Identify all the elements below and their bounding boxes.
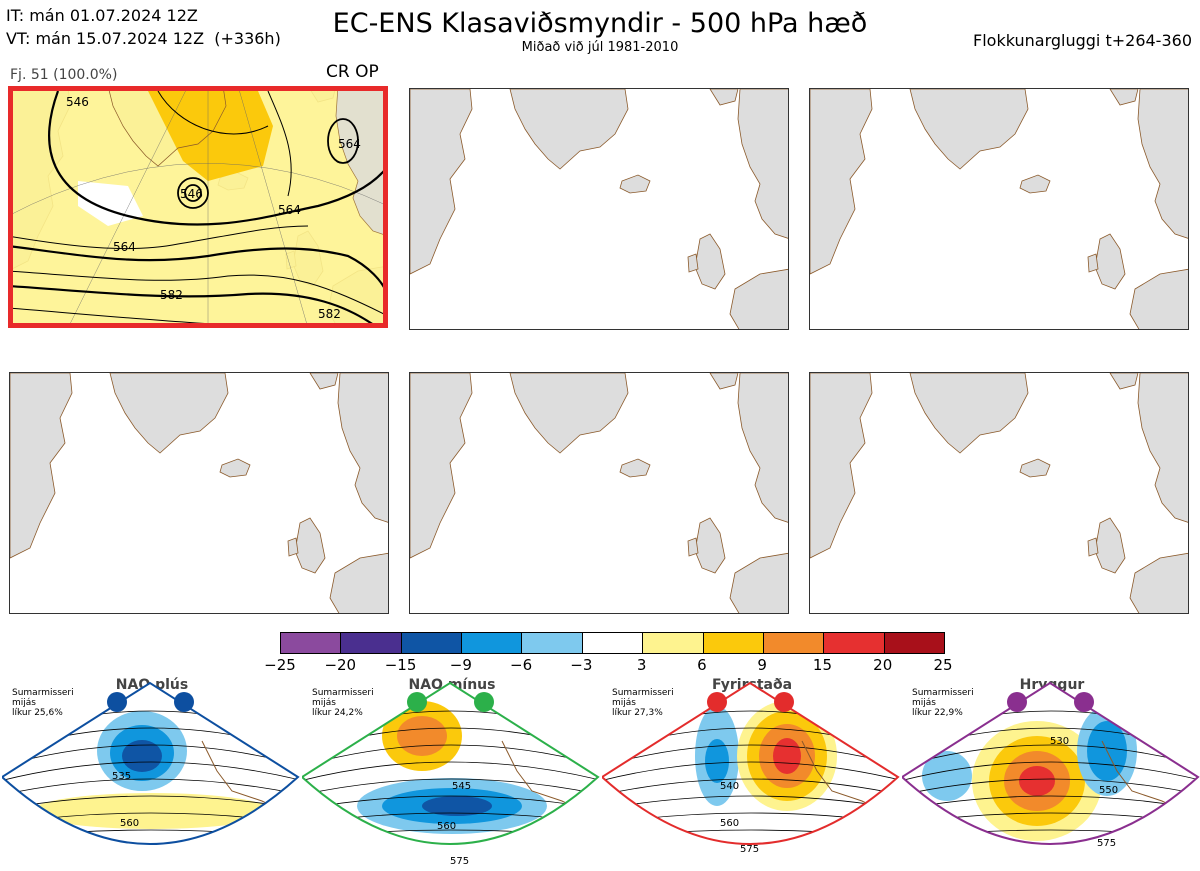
colorbar-tick-label: −15 <box>384 656 417 674</box>
regime-map: 530 550 575 <box>902 681 1200 856</box>
cluster-map-4[interactable] <box>9 372 389 614</box>
colorbar-swatch <box>341 633 402 653</box>
height-contour <box>302 847 602 853</box>
colorbar-tick-label: 15 <box>812 656 832 674</box>
height-contour <box>2 778 298 798</box>
colorbar-tick-label: 9 <box>757 656 767 674</box>
regime-marker-dot <box>474 692 494 712</box>
regime-contour-label: 550 <box>1099 785 1118 796</box>
contour-label: 564 <box>113 240 136 254</box>
cluster-map-3[interactable] <box>809 88 1189 330</box>
colorbar-tick-label: −25 <box>264 656 296 674</box>
regime-note: Sumarmisseri mijás líkur 22,9% <box>912 688 974 718</box>
regime-contour-label: 560 <box>437 821 456 832</box>
colorbar-tick-label: −3 <box>570 656 593 674</box>
height-contour <box>2 847 302 853</box>
anomaly-shade <box>422 796 492 816</box>
colorbar-tick-label: −6 <box>510 656 533 674</box>
regime-contour-label: 540 <box>720 781 739 792</box>
anomaly-shade <box>1019 766 1055 796</box>
colorbar <box>280 632 945 654</box>
height-contour <box>902 778 1198 798</box>
anomaly-shade <box>1017 846 1047 856</box>
regime-outline <box>902 681 1200 845</box>
colorbar-tick-label: 25 <box>933 656 953 674</box>
regime-outline <box>2 681 300 845</box>
regime-map: 535 560 <box>2 681 302 853</box>
height-contour <box>302 761 598 784</box>
anomaly-shade <box>705 739 729 783</box>
cluster-label: Fj. 51 (100.0%) <box>10 67 118 83</box>
regime-map: 545 560 575 <box>302 681 602 867</box>
regime-contour-label: 575 <box>740 844 759 855</box>
height-contour <box>902 761 1198 784</box>
height-contour <box>2 761 298 784</box>
cluster-map-1[interactable]: 546 546 564 564 564 582 582 <box>8 86 388 328</box>
colorbar-swatch <box>582 633 644 653</box>
height-contour <box>602 761 898 784</box>
cluster-map-6[interactable] <box>809 372 1189 614</box>
regime-map: 540 560 575 <box>602 681 900 855</box>
regime-marker-dot <box>1007 692 1027 712</box>
regime-outline <box>302 681 600 845</box>
regime-outline <box>602 681 900 845</box>
vt-line: VT: mán 15.07.2024 12Z (+336h) <box>6 29 281 48</box>
colorbar-swatch <box>281 633 342 653</box>
colorbar-tick-label: 3 <box>636 656 647 674</box>
it-line: IT: mán 01.07.2024 12Z <box>6 6 198 25</box>
regime-contour-label: 530 <box>1050 736 1069 747</box>
colorbar-swatch <box>522 633 583 653</box>
regime-contour-label: 560 <box>120 818 139 829</box>
height-contour <box>302 778 598 798</box>
colorbar-tick-label: −20 <box>324 656 357 674</box>
regime-marker-dot <box>1074 692 1094 712</box>
colorbar-tick-label: −9 <box>449 656 472 674</box>
colorbar-swatch <box>703 633 764 653</box>
regime-contour-label: 545 <box>452 781 471 792</box>
colorbar-tick-label: 20 <box>873 656 893 674</box>
regime-note: Sumarmisseri mijás líkur 27,3% <box>612 688 674 718</box>
page-title: EC-ENS Klasaviðsmyndir - 500 hPa hæð <box>332 8 868 39</box>
cluster-tag: CR OP <box>326 62 379 82</box>
header-lines: IT: mán 01.07.2024 12Z VT: mán 15.07.2024… <box>6 4 281 50</box>
contour-label: 582 <box>160 288 183 302</box>
colorbar-swatch <box>824 633 885 653</box>
colorbar-swatch <box>884 633 944 653</box>
anomaly-shade <box>122 740 162 772</box>
classification-window: Flokkunargluggi t+264-360 <box>973 31 1192 50</box>
height-contour <box>902 847 1200 853</box>
anomaly-shade <box>32 793 272 829</box>
colorbar-swatch <box>401 633 463 653</box>
cluster-map-2[interactable] <box>409 88 789 330</box>
regime-marker-dot <box>774 692 794 712</box>
contour-label: 546 <box>180 187 203 201</box>
regime-contour-label: 575 <box>450 856 469 867</box>
contour-label: 582 <box>318 307 341 321</box>
contour-label: 564 <box>278 203 301 217</box>
anomaly-shade <box>773 738 801 774</box>
regime-marker-dot <box>407 692 427 712</box>
regime-contour-label: 575 <box>1097 838 1116 849</box>
regime-marker-dot <box>174 692 194 712</box>
contour-label: 564 <box>338 137 361 151</box>
regime-contour-label: 560 <box>720 818 739 829</box>
anomaly-shade <box>397 716 447 756</box>
contour-label: 546 <box>66 95 89 109</box>
regime-note: Sumarmisseri mijás líkur 24,2% <box>312 688 374 718</box>
colorbar-swatch <box>763 633 825 653</box>
regime-marker-dot <box>707 692 727 712</box>
regime-note: Sumarmisseri mijás líkur 25,6% <box>12 688 74 718</box>
cluster-map-5[interactable] <box>409 372 789 614</box>
colorbar-swatch <box>643 633 704 653</box>
regime-marker-dot <box>107 692 127 712</box>
regime-contour-label: 535 <box>112 771 131 782</box>
height-contour <box>602 778 898 798</box>
colorbar-swatch <box>462 633 523 653</box>
page-subtitle: Miðað við júl 1981-2010 <box>521 40 679 55</box>
colorbar-tick-label: 6 <box>697 656 707 674</box>
